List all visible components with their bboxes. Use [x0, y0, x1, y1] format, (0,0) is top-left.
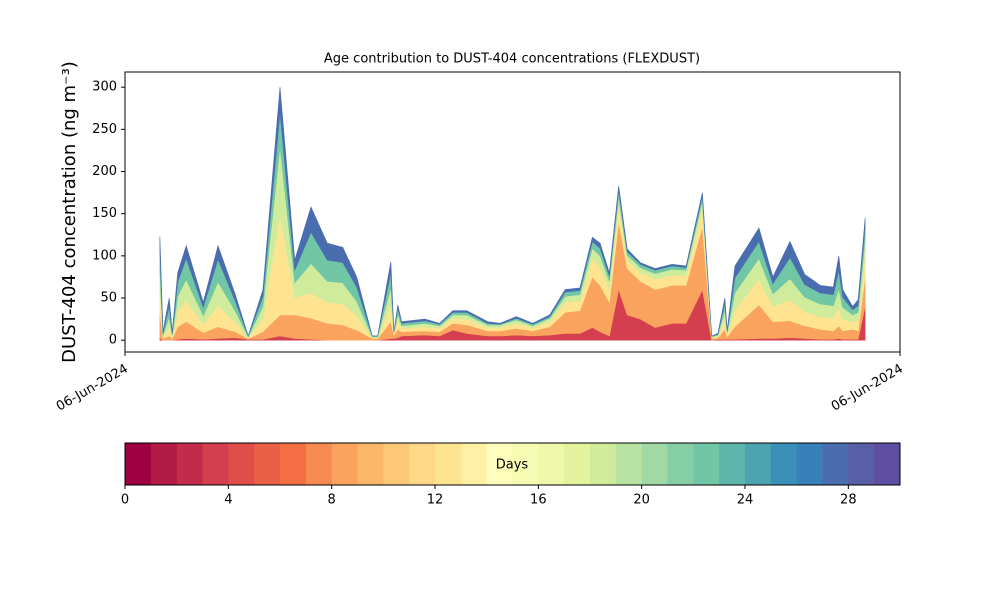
colorbar-tick-label: 16 — [530, 493, 547, 508]
colorbar-swatch — [512, 443, 539, 485]
y-tick-label: 200 — [92, 164, 117, 179]
colorbar-swatch — [538, 443, 565, 485]
colorbar-swatch — [615, 443, 643, 485]
chart-title: Age contribution to DUST-404 concentrati… — [324, 52, 700, 67]
colorbar-swatch — [770, 443, 798, 485]
colorbar-swatch — [486, 443, 513, 485]
colorbar-swatch — [460, 443, 488, 485]
colorbar-tick-label: 12 — [427, 493, 444, 508]
colorbar-tick-label: 4 — [224, 493, 232, 508]
colorbar-swatch — [176, 443, 203, 485]
colorbar-swatch — [564, 443, 591, 485]
colorbar-swatch — [331, 443, 358, 485]
colorbar-swatch — [745, 443, 772, 485]
x-tick-label: 06-Jun-2024 — [829, 362, 906, 415]
colorbar-swatch — [874, 443, 901, 485]
colorbar-tick-label: 20 — [633, 493, 650, 508]
colorbar-tick-label: 28 — [840, 493, 857, 508]
colorbar-swatch — [254, 443, 281, 485]
colorbar-swatch — [822, 443, 849, 485]
colorbar-label: Days — [496, 458, 529, 473]
y-axis-label: DUST-404 concentration (ng m⁻³) — [59, 61, 80, 363]
x-tick-label: 06-Jun-2024 — [54, 362, 131, 415]
colorbar-swatch — [150, 443, 178, 485]
colorbar-swatch — [796, 443, 823, 485]
colorbar-swatch — [848, 443, 875, 485]
area-layer — [159, 87, 866, 337]
y-tick-label: 0 — [109, 333, 117, 348]
plot-frame — [124, 71, 901, 353]
colorbar-swatch — [383, 443, 410, 485]
colorbar-swatch — [641, 443, 668, 485]
colorbar-swatch — [667, 443, 694, 485]
colorbar-swatch — [693, 443, 720, 485]
y-tick-label: 150 — [92, 206, 117, 221]
y-tick-label: 50 — [100, 291, 117, 306]
colorbar-swatch — [305, 443, 333, 485]
colorbar-swatch — [719, 443, 746, 485]
colorbar-swatch — [202, 443, 229, 485]
colorbar-swatch — [280, 443, 307, 485]
colorbar-swatch — [435, 443, 462, 485]
colorbar-swatch — [125, 443, 152, 485]
y-tick-label: 300 — [92, 80, 117, 95]
colorbar-swatch — [590, 443, 617, 485]
colorbar-swatch — [228, 443, 255, 485]
colorbar-frame — [124, 442, 901, 486]
y-tick-label: 100 — [92, 248, 117, 263]
colorbar-swatch — [409, 443, 436, 485]
colorbar-tick-label: 24 — [737, 493, 754, 508]
colorbar-tick-label: 8 — [328, 493, 336, 508]
y-tick-label: 250 — [92, 122, 117, 137]
colorbar-swatch — [357, 443, 384, 485]
colorbar-tick-label: 0 — [121, 493, 129, 508]
